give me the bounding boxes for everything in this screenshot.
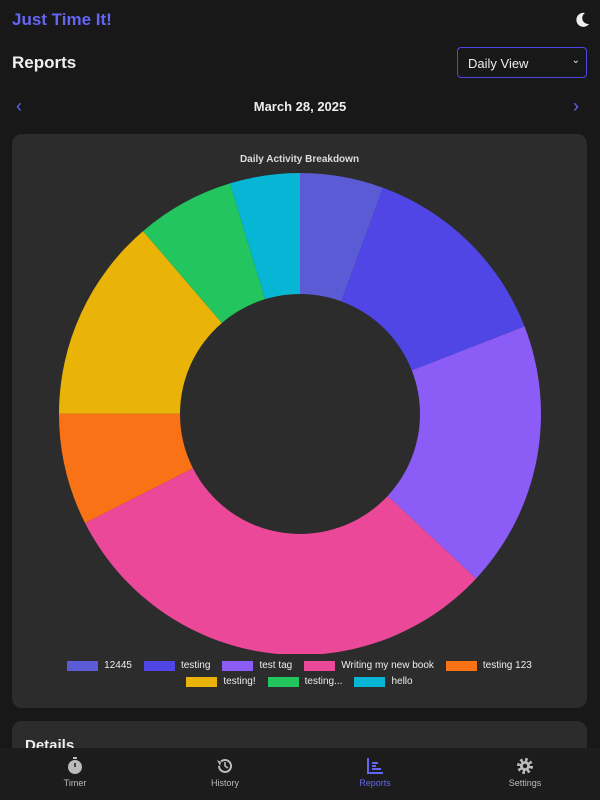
- donut-slice-test-tag[interactable]: [387, 326, 541, 579]
- legend-item[interactable]: Writing my new book: [304, 660, 434, 671]
- legend-item[interactable]: hello: [354, 676, 413, 687]
- legend-swatch: [143, 660, 175, 671]
- view-select[interactable]: Daily View ⌄: [457, 47, 587, 78]
- legend-label: test tag: [259, 660, 293, 671]
- legend-label: testing...: [304, 676, 343, 687]
- nav-label: Reports: [359, 778, 391, 788]
- legend-label: hello: [391, 676, 413, 687]
- legend-label: testing!: [223, 676, 256, 687]
- legend-label: testing 123: [482, 660, 532, 671]
- nav-history[interactable]: History: [150, 748, 300, 800]
- view-select-value: Daily View: [468, 56, 529, 71]
- nav-label: Timer: [63, 778, 87, 788]
- donut-slice-testing[interactable]: [143, 183, 266, 323]
- legend-swatch: [304, 660, 336, 671]
- app-title: Just Time It!: [12, 10, 112, 29]
- bottom-nav: Timer History Reports Settings: [0, 748, 600, 800]
- donut-slice-testing[interactable]: [59, 231, 222, 414]
- legend-item[interactable]: 12445: [67, 660, 132, 671]
- donut-slice-hello[interactable]: [229, 173, 300, 300]
- donut-slice-testing[interactable]: [341, 187, 525, 371]
- nav-timer[interactable]: Timer: [0, 748, 150, 800]
- legend-swatch: [67, 660, 99, 671]
- next-date-button[interactable]: ›: [573, 96, 579, 116]
- legend-item[interactable]: test tag: [222, 660, 292, 671]
- nav-label: Settings: [508, 778, 542, 788]
- legend-label: testing: [180, 660, 211, 671]
- stopwatch-icon: [68, 757, 82, 774]
- donut-slice-writing-my-new-book[interactable]: [85, 468, 477, 654]
- legend-item[interactable]: testing...: [267, 676, 343, 687]
- legend-swatch: [222, 660, 254, 671]
- donut-slice-testing-123[interactable]: [59, 413, 193, 523]
- legend-swatch: [445, 660, 477, 671]
- current-date: March 28, 2025: [253, 99, 347, 114]
- donut-chart: [59, 173, 541, 654]
- chevron-down-icon: ⌄: [571, 55, 580, 66]
- donut-slice-12445[interactable]: [300, 173, 383, 302]
- legend-label: 12445: [104, 660, 132, 671]
- legend-label: Writing my new book: [341, 660, 434, 671]
- moon-icon[interactable]: [574, 12, 590, 28]
- nav-label: History: [210, 778, 239, 788]
- legend-swatch: [186, 676, 218, 687]
- page-title: Reports: [12, 53, 77, 72]
- history-icon: [217, 758, 232, 773]
- legend-swatch: [267, 676, 299, 687]
- chart-legend: 12445 testing test tag Writing my new book t…: [32, 660, 567, 687]
- previous-date-button[interactable]: ‹: [16, 96, 22, 116]
- chart-icon: [367, 758, 383, 774]
- gear-icon: [517, 758, 533, 774]
- chart-card: Daily Activity Breakdown 12445 testing tes…: [12, 134, 587, 708]
- legend-item[interactable]: testing: [143, 660, 211, 671]
- legend-swatch: [354, 676, 386, 687]
- nav-reports[interactable]: Reports: [300, 748, 450, 800]
- legend-item[interactable]: testing 123: [445, 660, 532, 671]
- chart-title: Daily Activity Breakdown: [239, 154, 360, 165]
- legend-item[interactable]: testing!: [186, 676, 256, 687]
- nav-settings[interactable]: Settings: [450, 748, 600, 800]
